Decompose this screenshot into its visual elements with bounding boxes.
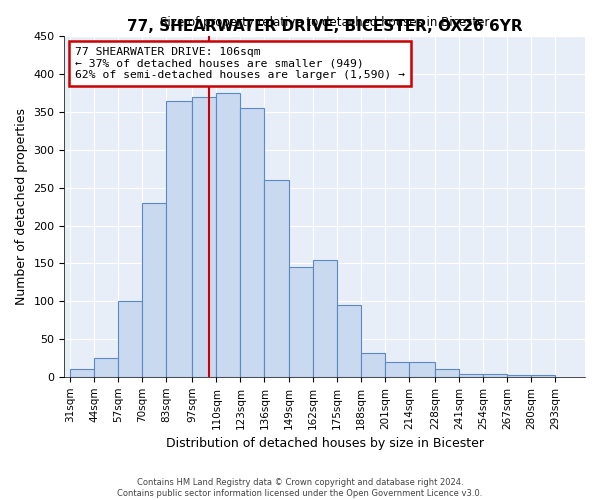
Y-axis label: Number of detached properties: Number of detached properties	[15, 108, 28, 305]
Bar	[337, 305, 361, 377]
Text: Contains HM Land Registry data © Crown copyright and database right 2024.
Contai: Contains HM Land Registry data © Crown c…	[118, 478, 482, 498]
Bar	[289, 267, 313, 377]
Bar	[385, 362, 409, 377]
Bar	[217, 93, 241, 377]
Bar	[313, 260, 337, 377]
Text: 77 SHEARWATER DRIVE: 106sqm
← 37% of detached houses are smaller (949)
62% of se: 77 SHEARWATER DRIVE: 106sqm ← 37% of det…	[75, 46, 405, 80]
Text: Size of property relative to detached houses in Bicester: Size of property relative to detached ho…	[160, 16, 490, 29]
Bar	[70, 370, 94, 377]
Bar	[361, 352, 385, 377]
Bar	[192, 97, 217, 377]
Bar	[409, 362, 435, 377]
Bar	[459, 374, 483, 377]
Bar	[241, 108, 265, 377]
Bar	[435, 370, 459, 377]
Title: 77, SHEARWATER DRIVE, BICESTER, OX26 6YR: 77, SHEARWATER DRIVE, BICESTER, OX26 6YR	[127, 19, 523, 34]
Bar	[142, 203, 166, 377]
Bar	[531, 374, 556, 377]
X-axis label: Distribution of detached houses by size in Bicester: Distribution of detached houses by size …	[166, 437, 484, 450]
Bar	[483, 374, 507, 377]
Bar	[507, 376, 531, 377]
Bar	[166, 101, 192, 377]
Bar	[118, 301, 142, 377]
Bar	[94, 358, 118, 377]
Bar	[265, 180, 289, 377]
